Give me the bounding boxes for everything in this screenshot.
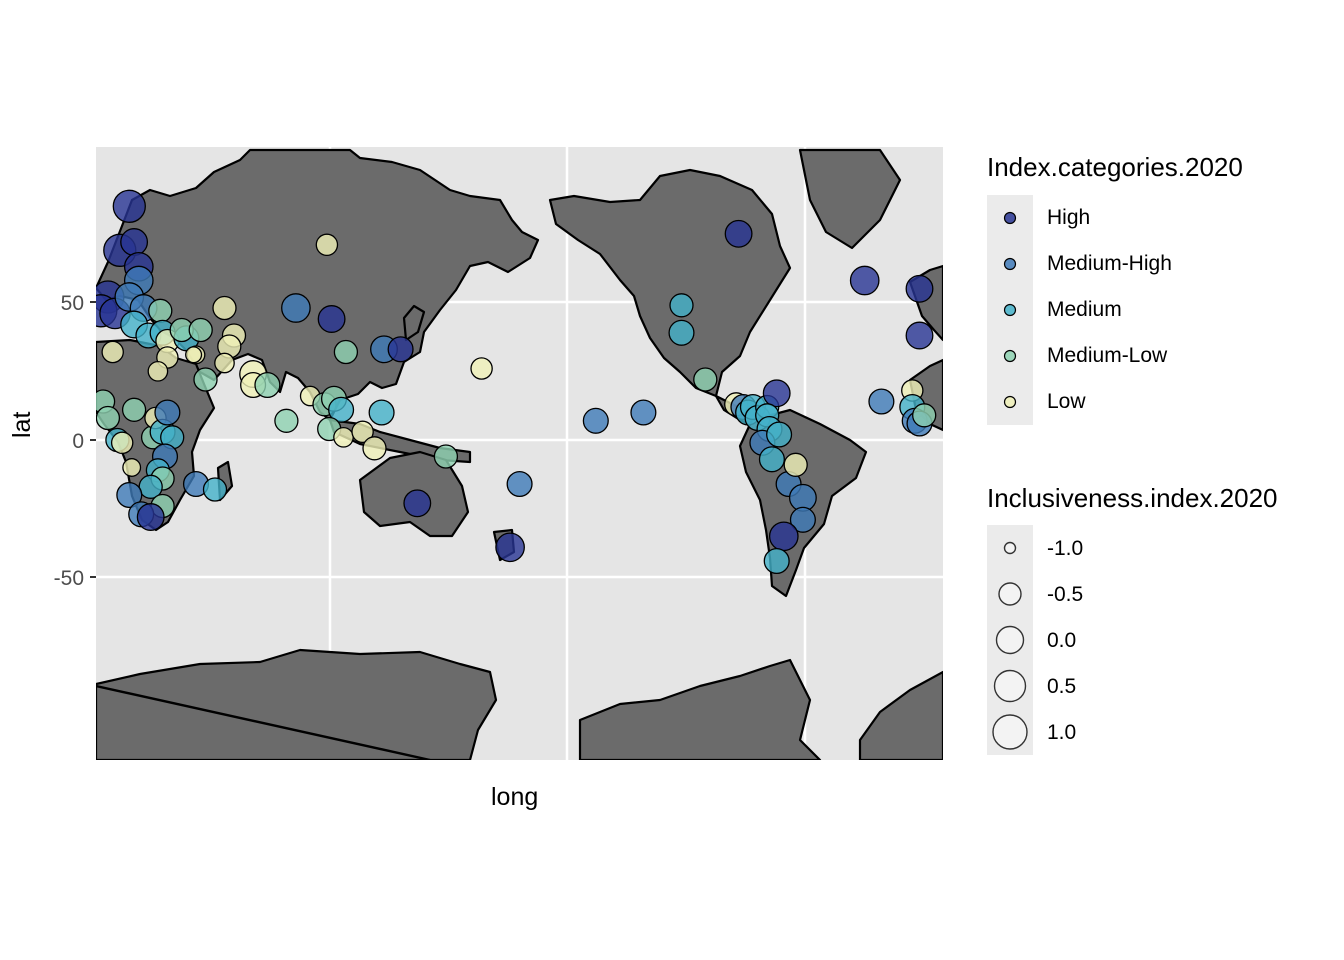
country-point-low [110,431,134,455]
country-point-high [849,265,880,296]
country-point-high [768,521,799,552]
country-point-medium-high [789,506,816,533]
country-point-low [212,295,237,321]
country-point-low [362,436,387,461]
y-tick-label-0: 0 [72,430,84,453]
legend-label-low: Low [1047,390,1086,413]
country-point-medium [328,396,355,423]
country-point-medium-low [148,298,173,323]
country-point-high [317,305,346,333]
y-tick-label-neg50: -50 [54,567,84,590]
legend-label-medium-low: Medium-Low [1047,344,1168,367]
country-point-low [214,352,235,374]
country-point-high [120,228,149,256]
country-point-medium [368,399,395,426]
country-point-medium-low [274,408,299,433]
land-japan [402,304,426,342]
country-point-medium-low [912,403,937,428]
legend-size-keys [992,541,1028,750]
country-point-low [470,357,493,380]
country-point-medium [669,293,694,318]
legend-label-high: High [1047,206,1091,229]
country-point-medium-low [333,339,359,365]
y-tick-label-50: 50 [61,292,84,315]
legend-categories-title: Index.categories.2020 [987,152,1243,182]
legend-key-low [1003,395,1017,409]
country-point-medium [668,319,695,346]
legend-size-key-neg05 [998,582,1022,606]
country-point-high [387,336,414,363]
x-axis-title: long [491,783,539,811]
country-point-medium-high [154,399,181,426]
antarctica-boundary-line [96,684,431,760]
legend-size-key-0 [995,625,1025,655]
country-point-high [762,379,791,408]
country-point-high [403,489,432,518]
legend-size-label-neg1: -1.0 [1047,537,1084,560]
country-point-high [495,532,525,563]
legend-size-title: Inclusiveness.index.2020 [987,483,1278,513]
country-point-medium-high [281,293,311,323]
country-point-low [185,346,203,364]
country-point-medium-high [582,407,609,434]
country-points [96,189,937,575]
country-point-medium-high [630,399,657,426]
country-point-medium-high [506,470,533,498]
land-antarctica-peninsula [858,670,943,760]
country-point-medium [763,547,790,575]
country-point-low [333,426,354,448]
country-point-medium-low [121,397,147,422]
legend-key-high [1003,211,1017,225]
land-antarctica-east [578,658,822,760]
country-point-medium-low [433,444,459,469]
legend-key-medium-high [1003,257,1017,271]
legend-size-label-0: 0.0 [1047,629,1077,652]
country-point-high [112,189,146,223]
country-point-low [147,360,169,382]
legend-category-keys [1003,211,1017,409]
legend-size-key-1 [992,714,1028,750]
country-point-medium-high [116,481,143,509]
country-point-medium-low [193,367,218,392]
legend-size-key-neg1 [1003,541,1017,555]
y-axis-title: lat [8,411,36,438]
country-point-medium-low [254,371,281,399]
land-greenland [798,148,902,250]
country-point-medium [766,421,793,448]
country-point-medium [758,446,785,473]
legend-key-medium-low [1003,349,1017,363]
legend-size-label-neg05: -0.5 [1047,583,1084,606]
country-point-low [315,233,339,257]
country-point-high [136,503,165,531]
legend-key-medium [1003,303,1017,317]
legend-size-key-05 [993,669,1027,703]
country-point-medium-low [693,367,718,392]
country-point-medium [202,477,228,502]
legend-size-label-05: 0.5 [1047,675,1077,698]
country-point-high [724,219,753,248]
country-point-medium-high [868,388,895,415]
country-point-medium-low [96,405,121,431]
country-point-low [351,420,374,444]
country-point-medium-low [188,317,213,343]
country-point-low [783,452,808,477]
y-axis-ticks [90,301,96,578]
legend-label-medium: Medium [1047,298,1122,321]
country-point-low [101,340,124,364]
country-point-high [905,321,934,350]
legend-size-label-1: 1.0 [1047,721,1077,744]
country-point-high [905,274,934,303]
land-antarctica-west [96,648,498,760]
legend-label-medium-high: Medium-High [1047,252,1172,275]
country-point-low [122,458,142,477]
